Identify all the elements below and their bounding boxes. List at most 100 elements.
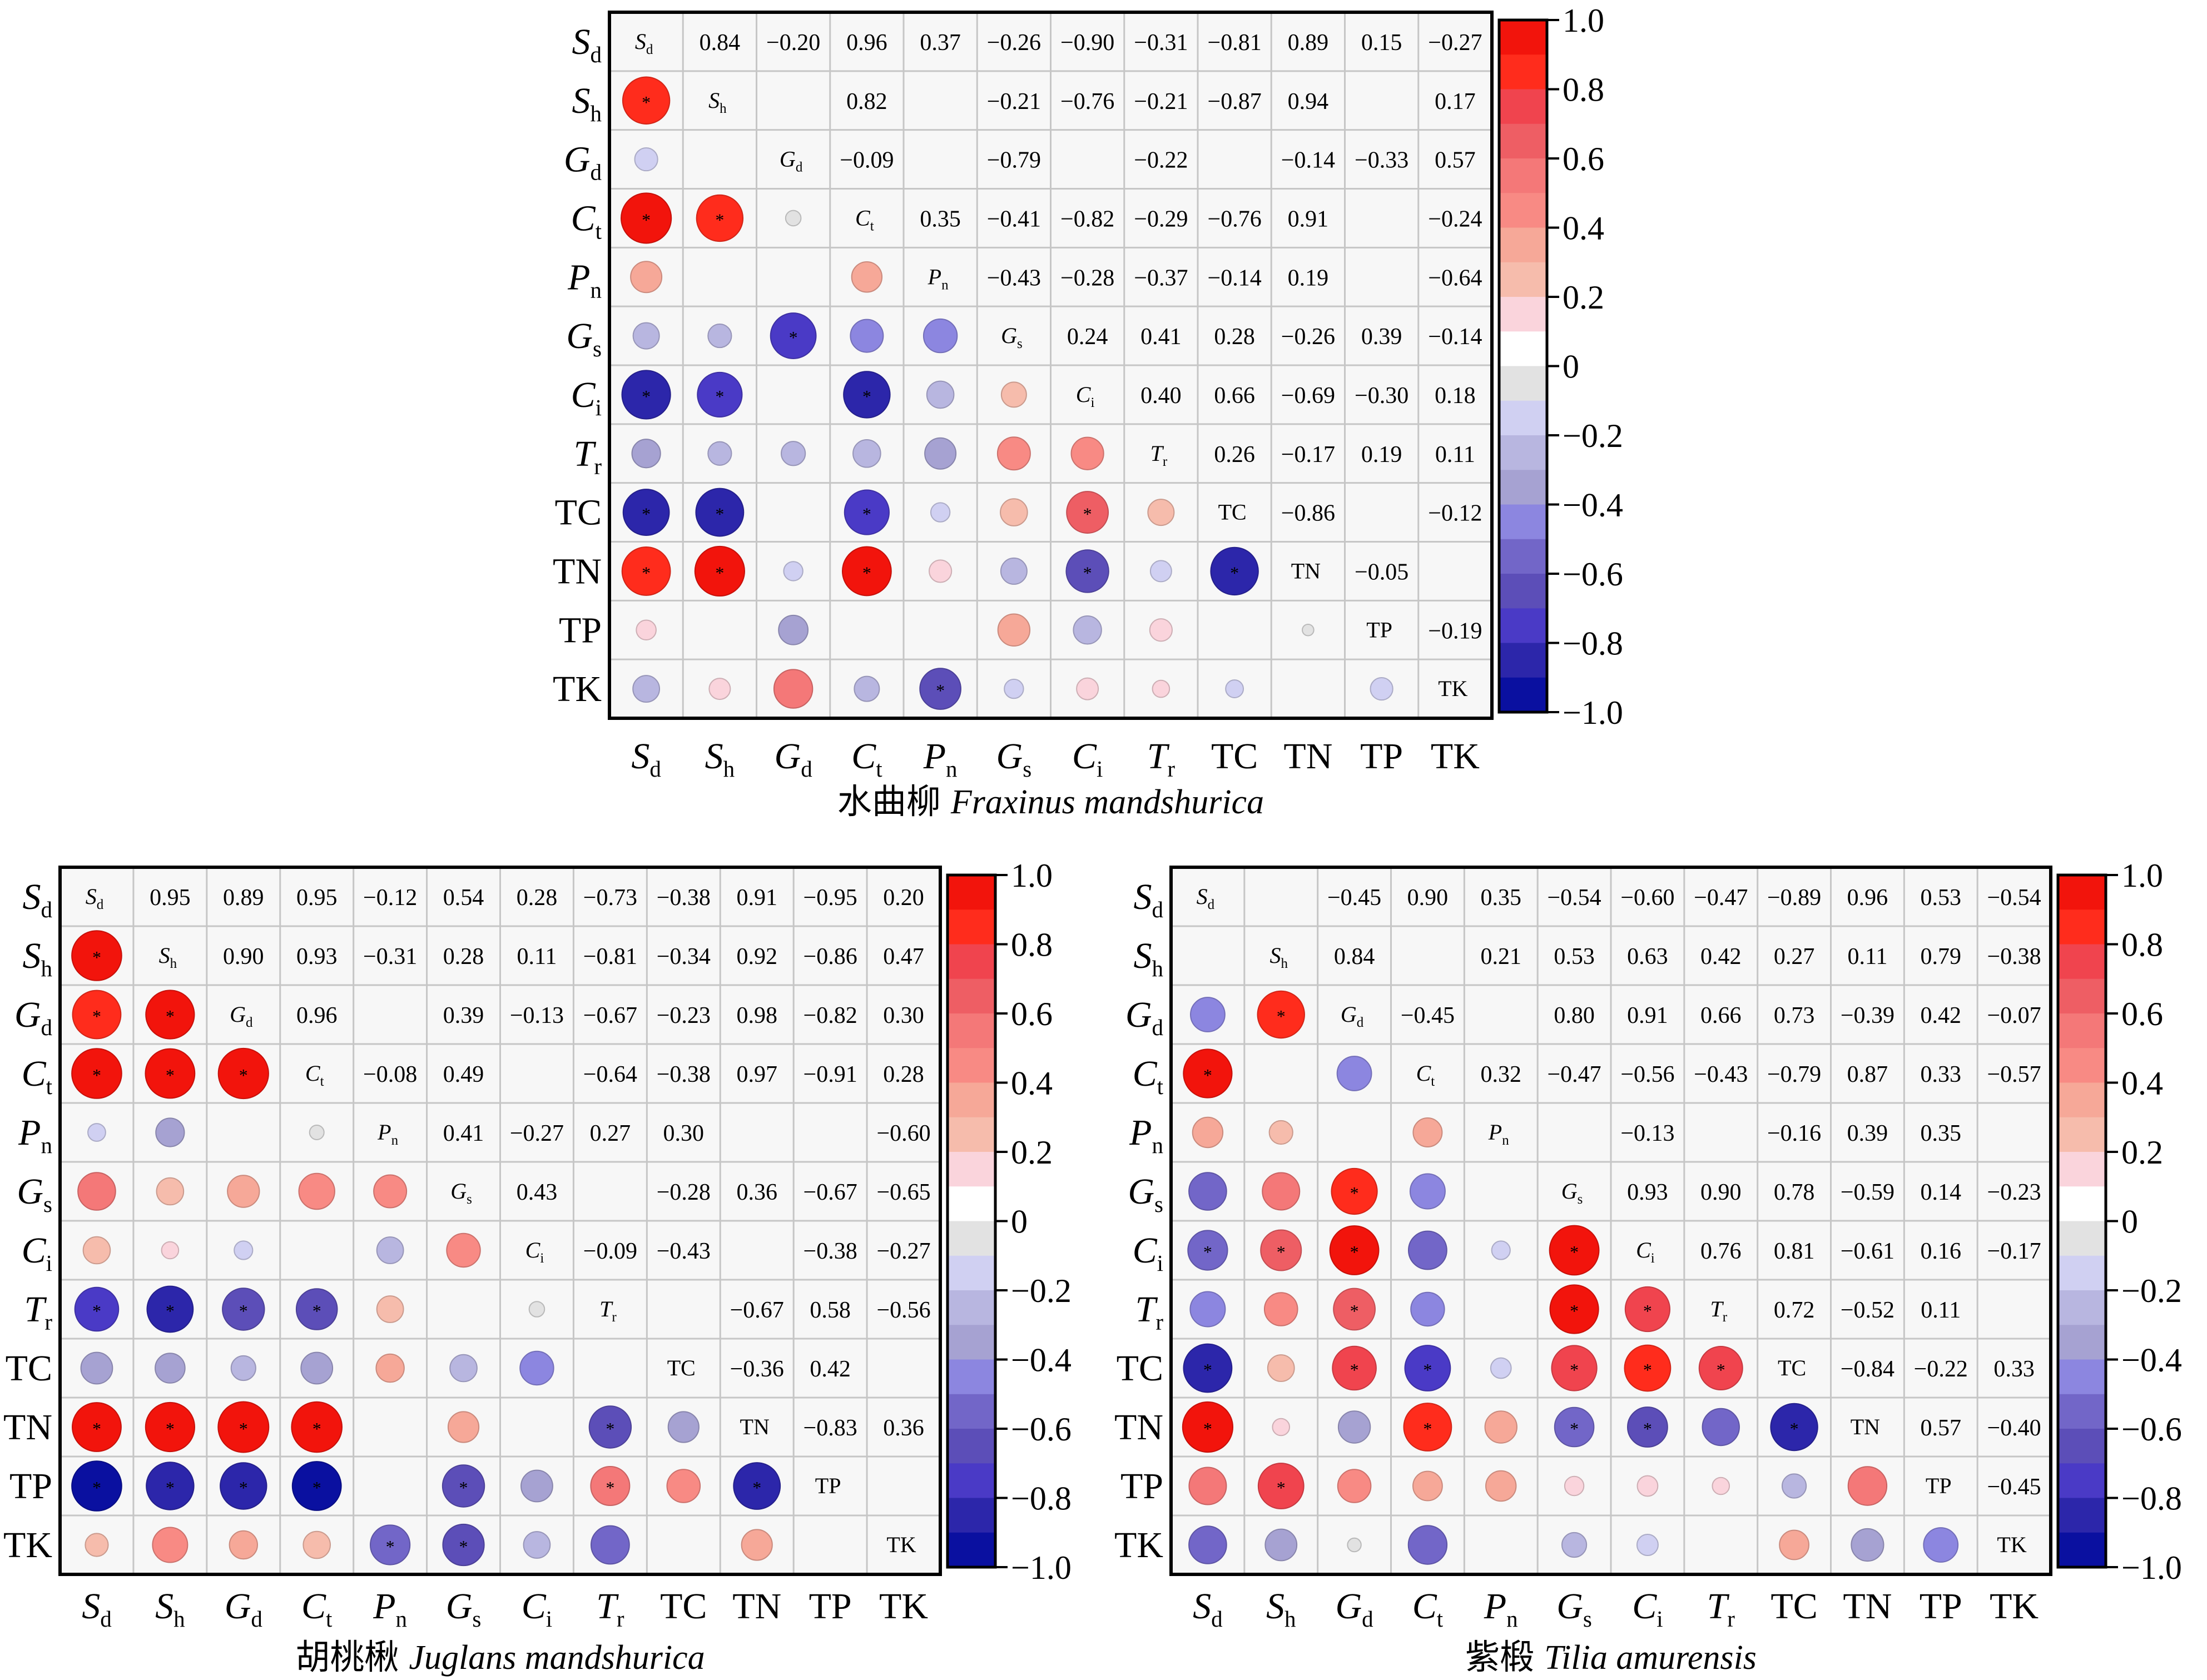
correlation-circle [1210,546,1259,596]
correlation-circle [1264,1528,1298,1562]
correlation-circle [375,1353,405,1383]
correlation-value-label: 0.96 [846,30,887,56]
correlation-value-label: 0.47 [883,944,924,970]
correlation-value-label: −0.19 [1428,618,1482,644]
correlation-circle [1189,1291,1226,1328]
y-axis-label: TN [3,1407,52,1448]
label-subscript: i [1651,1251,1655,1266]
colorbar-tick-label: 0.6 [1563,141,1604,177]
label-subscript: d [246,1015,253,1030]
label-symbol: T [1150,441,1164,466]
significance-marker: * [239,1065,248,1085]
correlation-value-label: 0.11 [1847,944,1887,970]
grid [60,867,940,1574]
colorbar-band [2058,978,2106,1014]
colorbar-tick-label: −0.2 [2121,1273,2182,1309]
colorbar-band [948,1325,995,1360]
label-subscript: d [1211,1606,1223,1632]
correlation-chart: Sd −0.45 0.90 0.35 −0.54 −0.60 −0.47 −0.89 0.96 0… [1114,857,2182,1677]
significance-marker: * [715,386,724,406]
correlation-circle [1182,1401,1234,1453]
caption-latin-name: Juglans mandshurica [409,1639,705,1677]
correlation-value-label: 0.73 [1774,1003,1815,1028]
significance-marker: * [642,563,651,583]
x-axis-label: TC [1770,1586,1817,1627]
correlation-value-label: 0.94 [1288,89,1329,115]
y-axis-label: TC [6,1348,52,1389]
colorbar-tick-label: 0.4 [2121,1065,2163,1102]
diagonal-label: Ct [305,1061,324,1089]
correlation-circle [145,1401,195,1453]
diagonal-label: TP [815,1473,841,1498]
colorbar-band [2058,1186,2106,1222]
colorbar-band [948,1429,995,1464]
correlation-value-label: 0.28 [443,944,484,970]
correlation-value-label: −0.76 [1208,206,1262,232]
colorbar-band [948,1532,995,1568]
colorbar-tick-label: 1.0 [1563,2,1604,39]
y-axis-label: Sh [23,936,53,981]
correlation-value-label: 0.11 [1921,1298,1961,1323]
correlation-circle [227,1175,260,1208]
diagonal-label: TN [740,1414,770,1439]
colorbar-band [2058,909,2106,945]
label-subscript: d [1357,1015,1364,1030]
correlation-value-label: −0.13 [1620,1121,1674,1146]
correlation-value-label: −0.81 [583,944,637,970]
correlation-circle [1702,1408,1740,1447]
colorbar-tick-label: 0 [2121,1204,2138,1240]
correlation-value-label: 0.90 [1700,1180,1742,1205]
correlation-circle [373,1174,408,1209]
correlation-circle [528,1301,545,1318]
label-symbol: G [446,1586,473,1627]
correlation-value-label: −0.90 [1060,30,1114,56]
x-axis-label: Pn [923,736,958,782]
correlation-value-label: 0.28 [517,885,558,911]
correlation-value-label: −0.39 [1841,1003,1894,1028]
significance-marker: * [1643,1301,1652,1321]
label-subscript: n [41,1132,53,1158]
y-axis-label: TK [3,1525,52,1565]
colorbar-tick-label: −1.0 [1563,694,1623,731]
correlation-circle [1192,1116,1224,1149]
colorbar-band [2058,1013,2106,1048]
colorbar-tick-label: −0.8 [1563,625,1623,662]
correlation-value-label: 0.42 [1700,944,1742,970]
label-symbol: C [571,375,596,415]
significance-marker: * [166,1478,175,1498]
colorbar-band [948,1152,995,1187]
correlation-circle [926,380,955,409]
correlation-circle [1561,1532,1588,1558]
label-subscript: h [1281,956,1288,971]
colorbar: 1.0 0.8 0.6 0.4 0.2 0 −0.2 −0.4 −0.6 −0.8 −1.0 [1497,2,1623,731]
correlation-value-label: 0.18 [1435,383,1476,409]
correlation-value-label: 0.79 [1921,944,1962,970]
correlation-circle [1263,1292,1298,1326]
correlation-circle [851,261,883,293]
correlation-value-label: 0.84 [700,30,741,56]
correlation-circle [1851,1528,1884,1562]
diagonal-label: Gs [1001,323,1023,351]
label-symbol: S [23,877,41,917]
correlation-circle [72,990,122,1040]
colorbar-band [2058,1498,2106,1533]
correlation-value-label: 0.21 [1481,944,1522,970]
correlation-circle [1627,1406,1668,1448]
label-symbol: C [571,198,596,238]
y-axis-label: TP [1120,1466,1163,1507]
correlation-value-label: 0.11 [517,944,557,970]
label-symbol: P [1484,1586,1506,1627]
correlation-circle [1404,1345,1451,1391]
label-subscript: r [617,1606,624,1632]
significance-marker: * [1350,1301,1359,1321]
label-subscript: d [801,756,812,782]
colorbar-band [1499,643,1547,678]
label-subscript: n [391,1133,399,1148]
correlation-circle [1485,1470,1517,1502]
correlation-chart: Sd 0.84 −0.20 0.96 0.37 −0.26 −0.90 −0.31 −0.81 0… [553,2,1623,821]
significance-marker: * [642,92,651,112]
correlation-value-label: 0.66 [1214,383,1255,409]
correlation-value-label: −0.67 [730,1298,784,1323]
correlation-circle [229,1530,258,1560]
